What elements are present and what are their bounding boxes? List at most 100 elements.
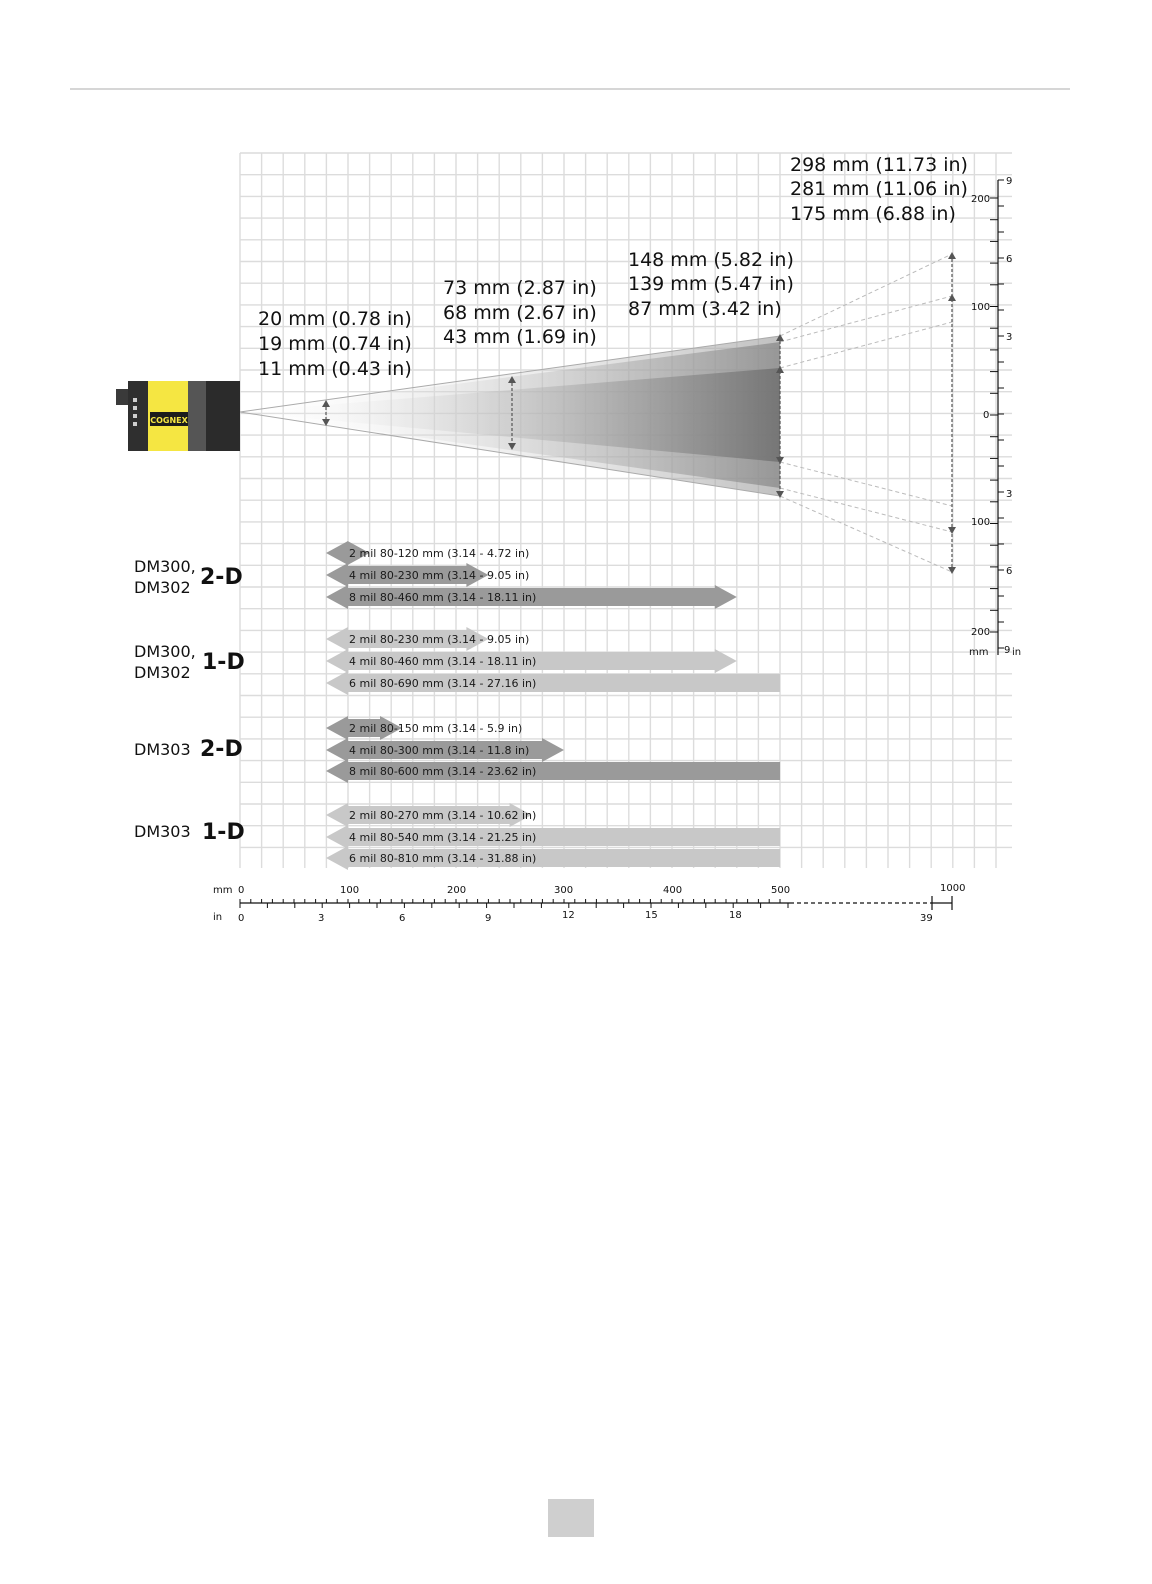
x-axis-mm-unit: mm: [213, 885, 232, 896]
range-label: 4 mil 80-230 mm (3.14 - 9.05 in): [349, 569, 529, 582]
fov-callout-line: 175 mm (6.88 in): [790, 203, 956, 225]
x-tick-in: 0: [238, 913, 244, 924]
fov-callout-line: 73 mm (2.87 in): [443, 277, 597, 299]
range-arrow: [326, 671, 780, 695]
model-label: DM300,: [134, 642, 196, 661]
reading-range-groups: 2 mil 80-120 mm (3.14 - 4.72 in) 4 mil 80…: [326, 541, 780, 870]
group-label-4: DM303 1-D: [134, 820, 245, 845]
range-group: 2 mil 80-270 mm (3.14 - 10.62 in) 4 mil 8…: [326, 803, 780, 870]
fov-callout-2: 73 mm (2.87 in) 68 mm (2.67 in) 43 mm (1…: [443, 277, 597, 348]
field-of-view-cones: [239, 253, 953, 573]
y-axis-minor-ticks: [990, 179, 1004, 649]
range-label: 6 mil 80-690 mm (3.14 - 27.16 in): [349, 677, 536, 690]
y-tick-in: 3: [1006, 489, 1012, 500]
range-label: 4 mil 80-300 mm (3.14 - 11.8 in): [349, 744, 529, 757]
mode-label: 2-D: [200, 737, 243, 762]
x-tick-mm: 500: [771, 885, 790, 896]
y-axis: 200 100 0 100 200 mm 9 6 3 3 6 9 in: [969, 176, 1021, 658]
model-label: DM303: [134, 822, 191, 841]
range-label: 2 mil 80-150 mm (3.14 - 5.9 in): [349, 722, 522, 735]
y-tick-in: 6: [1006, 566, 1012, 577]
y-axis-mm-unit: mm: [969, 647, 988, 658]
fov-callout-4: 298 mm (11.73 in) 281 mm (11.06 in) 175 …: [790, 154, 968, 225]
fov-callout-line: 139 mm (5.47 in): [628, 273, 794, 295]
y-tick-in: 3: [1006, 332, 1012, 343]
y-tick-in: 9: [1006, 176, 1012, 187]
x-tick-in: 12: [562, 910, 575, 921]
page-number-box: [548, 1499, 594, 1537]
x-tick-in: 15: [645, 910, 658, 921]
range-arrow: [326, 738, 564, 762]
range-arrow: [326, 846, 780, 870]
range-arrow: [326, 716, 402, 740]
fov-callout-line: 148 mm (5.82 in): [628, 249, 794, 271]
range-arrow: [326, 627, 489, 651]
range-group: 2 mil 80-150 mm (3.14 - 5.9 in) 4 mil 80-…: [326, 716, 780, 783]
x-axis-minor-ticks: [239, 899, 789, 908]
range-arrow: [326, 563, 489, 587]
model-label: DM302: [134, 578, 191, 597]
y-tick-mm: 0: [983, 410, 989, 421]
range-label: 6 mil 80-810 mm (3.14 - 31.88 in): [349, 852, 536, 865]
header-rule: [70, 88, 1070, 90]
group-label-1: DM300, DM302 2-D: [134, 557, 243, 597]
model-label: DM300,: [134, 557, 196, 576]
x-tick-mm: 200: [447, 885, 466, 896]
y-tick-mm: 200: [971, 627, 990, 638]
model-label: DM303: [134, 740, 191, 759]
y-tick-in: 9: [1004, 645, 1010, 656]
range-arrow: [326, 649, 737, 673]
fov-callout-line: 20 mm (0.78 in): [258, 308, 412, 330]
model-label: DM302: [134, 663, 191, 682]
range-label: 2 mil 80-120 mm (3.14 - 4.72 in): [349, 547, 529, 560]
x-tick-in: 39: [920, 913, 933, 924]
range-arrow: [326, 759, 780, 783]
group-label-2: DM300, DM302 1-D: [134, 642, 245, 682]
range-label: 8 mil 80-460 mm (3.14 - 18.11 in): [349, 591, 536, 604]
y-tick-mm: 200: [971, 194, 990, 205]
y-tick-in: 6: [1006, 254, 1012, 265]
range-arrow: [326, 541, 370, 565]
x-axis-in-unit: in: [213, 912, 222, 923]
y-axis-in-unit: in: [1012, 647, 1021, 658]
range-label: 4 mil 80-460 mm (3.14 - 18.11 in): [349, 655, 536, 668]
range-label: 2 mil 80-230 mm (3.14 - 9.05 in): [349, 633, 529, 646]
range-arrow: [326, 825, 780, 849]
fov-dimension-arrowheads: [322, 252, 956, 574]
x-tick-mm: 100: [340, 885, 359, 896]
range-label: 8 mil 80-600 mm (3.14 - 23.62 in): [349, 765, 536, 778]
working-range-diagram: 20 mm (0.78 in) 19 mm (0.74 in) 11 mm (0…: [116, 152, 1021, 924]
fov-callout-1: 20 mm (0.78 in) 19 mm (0.74 in) 11 mm (0…: [258, 308, 412, 380]
range-arrow: [326, 585, 737, 609]
reader-device: COGNEX: [116, 381, 240, 451]
x-tick-mm: 300: [554, 885, 573, 896]
fov-callout-line: 87 mm (3.42 in): [628, 298, 782, 320]
range-label: 2 mil 80-270 mm (3.14 - 10.62 in): [349, 809, 536, 822]
fov-callout-line: 281 mm (11.06 in): [790, 178, 968, 200]
fov-callout-line: 68 mm (2.67 in): [443, 302, 597, 324]
x-tick-in: 3: [318, 913, 324, 924]
fov-callout-line: 298 mm (11.73 in): [790, 154, 968, 176]
x-tick-mm: 400: [663, 885, 682, 896]
fov-callout-3: 148 mm (5.82 in) 139 mm (5.47 in) 87 mm …: [628, 249, 794, 320]
group-label-3: DM303 2-D: [134, 737, 243, 762]
grid: [239, 152, 1012, 868]
fov-callout-line: 19 mm (0.74 in): [258, 333, 412, 355]
fov-callout-line: 11 mm (0.43 in): [258, 358, 412, 380]
fov-dimension-markers: [325, 254, 953, 572]
y-tick-mm: 100: [971, 517, 990, 528]
reader-housing: [206, 381, 240, 451]
mode-label: 1-D: [202, 820, 245, 845]
range-group: 2 mil 80-230 mm (3.14 - 9.05 in) 4 mil 80…: [326, 627, 780, 695]
x-axis: mm in 0 100 200 300 400 500 1000 0 3 6 9…: [213, 883, 965, 924]
range-arrow: [326, 803, 532, 827]
x-tick-mm: 0: [238, 885, 244, 896]
cognex-logo: COGNEX: [150, 416, 188, 425]
mode-label: 1-D: [202, 650, 245, 675]
range-group: 2 mil 80-120 mm (3.14 - 4.72 in) 4 mil 80…: [326, 541, 737, 609]
range-label: 4 mil 80-540 mm (3.14 - 21.25 in): [349, 831, 536, 844]
fov-callout-line: 43 mm (1.69 in): [443, 326, 597, 348]
x-tick-in: 9: [485, 913, 491, 924]
x-tick-in: 18: [729, 910, 742, 921]
x-tick-in: 6: [399, 913, 405, 924]
